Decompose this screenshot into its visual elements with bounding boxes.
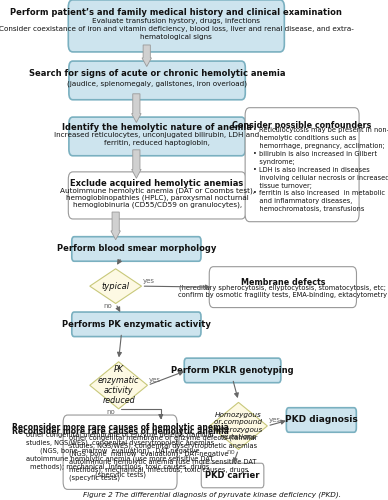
Text: hemorrhage, pregnancy, acclimation;: hemorrhage, pregnancy, acclimation; (253, 143, 384, 149)
Text: Reconsider more rare causes of hemolytic anemia: Reconsider more rare causes of hemolytic… (12, 427, 229, 436)
Text: (NGS, bone  marrow  evaluation),  DAT-negative: (NGS, bone marrow evaluation), DAT-negat… (40, 448, 200, 454)
Text: tissue turnover;: tissue turnover; (253, 182, 312, 188)
Text: involving cellular necrosis or increased: involving cellular necrosis or increased (253, 174, 388, 180)
Text: methods); mechanical, infectious, toxic causes, drugs: methods); mechanical, infectious, toxic … (69, 466, 248, 472)
Text: autoimmune hemolytic anemia (use more sensitive DAT: autoimmune hemolytic anemia (use more se… (69, 458, 256, 464)
Text: hemolytic conditions such as: hemolytic conditions such as (253, 135, 356, 141)
Text: Consider possible confounders: Consider possible confounders (232, 120, 372, 130)
Text: Search for signs of acute or chronic hemolytic anemia: Search for signs of acute or chronic hem… (29, 69, 285, 78)
FancyBboxPatch shape (68, 172, 246, 219)
Text: confirm by osmotic fragility tests, EMA-binding, ektacytometry: confirm by osmotic fragility tests, EMA-… (178, 292, 387, 298)
Text: Increased reticulocytes, unconjugated bilirubin, LDH and: Increased reticulocytes, unconjugated bi… (54, 132, 260, 138)
Text: • LDH is also increased in diseases: • LDH is also increased in diseases (253, 166, 369, 172)
Polygon shape (90, 269, 142, 304)
Text: Reconsider more rare causes of hemolytic anemia: Reconsider more rare causes of hemolytic… (12, 422, 229, 432)
Text: (hereditary spherocytosis, ellyptocytosis, stomatocytosis, etc;: (hereditary spherocytosis, ellyptocytosi… (179, 284, 386, 291)
Polygon shape (142, 45, 151, 66)
Text: • ferritin is also increased  in metabolic: • ferritin is also increased in metaboli… (253, 190, 385, 196)
Text: hemoglobinuria (CD55/CD59 on granulocytes),: hemoglobinuria (CD55/CD59 on granulocyte… (73, 202, 242, 208)
Text: hematological signs: hematological signs (140, 34, 212, 40)
Text: (specyfic tests): (specyfic tests) (95, 472, 146, 478)
Text: Perform blood smear morphology: Perform blood smear morphology (57, 244, 216, 254)
Text: autoimmune hemolytic anemia (use more sensitive DAT: autoimmune hemolytic anemia (use more se… (26, 456, 214, 462)
Text: Consider coexistance of iron and vitamin deficiency, blood loss, liver and renal: Consider coexistance of iron and vitamin… (0, 26, 354, 32)
Text: studies, NGS/WES), congenital dyserytropoietic anemias: studies, NGS/WES), congenital dyserytrop… (26, 440, 214, 446)
Text: ferritin, reduced haptoglobin,: ferritin, reduced haptoglobin, (104, 140, 210, 145)
FancyBboxPatch shape (68, 0, 284, 52)
FancyBboxPatch shape (286, 408, 356, 432)
Text: typical: typical (102, 282, 130, 290)
Text: Exclude acquired hemolytic anemias: Exclude acquired hemolytic anemias (71, 179, 244, 188)
FancyBboxPatch shape (72, 236, 201, 261)
Text: no: no (106, 409, 115, 415)
Text: studies, NGS/WES), congenital dyserytropoietic anemias: studies, NGS/WES), congenital dyserytrop… (69, 442, 257, 449)
Text: syndrome;: syndrome; (253, 158, 294, 164)
Text: Perform PKLR genotyping: Perform PKLR genotyping (171, 366, 294, 375)
FancyBboxPatch shape (245, 108, 359, 222)
FancyBboxPatch shape (209, 266, 357, 308)
Text: Evaluate transfusion hystory, drugs, infections: Evaluate transfusion hystory, drugs, inf… (92, 18, 260, 24)
Polygon shape (132, 94, 141, 122)
Polygon shape (132, 150, 141, 178)
Text: yes: yes (149, 377, 161, 383)
Text: PKD carrier: PKD carrier (205, 471, 260, 480)
Text: yes: yes (269, 418, 281, 424)
Text: yes: yes (143, 278, 155, 284)
FancyBboxPatch shape (69, 61, 245, 100)
Polygon shape (111, 212, 120, 240)
Text: other congenital membrane or enzyme defects (familiar: other congenital membrane or enzyme defe… (69, 434, 257, 441)
Text: no: no (104, 304, 113, 310)
Text: Perform patient’s and family medical history and clinical examination: Perform patient’s and family medical his… (10, 8, 342, 17)
FancyBboxPatch shape (201, 463, 264, 488)
Text: no: no (227, 450, 236, 456)
Text: methods); mechanical, infectious, toxic causes, drugs: methods); mechanical, infectious, toxic … (30, 464, 210, 470)
Text: Membrane defects: Membrane defects (241, 278, 325, 287)
FancyBboxPatch shape (72, 312, 201, 336)
FancyBboxPatch shape (63, 415, 177, 490)
Text: Homozygous
or compound
heterozygous
mutations: Homozygous or compound heterozygous muta… (214, 412, 263, 440)
Text: Autoimmune hemolytic anemia (DAT or Coombs test),: Autoimmune hemolytic anemia (DAT or Coom… (60, 188, 255, 194)
Text: PKD diagnosis: PKD diagnosis (285, 416, 358, 424)
Polygon shape (210, 402, 267, 450)
Text: Identify the hemolytic nature of anemia: Identify the hemolytic nature of anemia (62, 124, 252, 132)
FancyBboxPatch shape (69, 117, 245, 156)
Polygon shape (90, 362, 147, 409)
Text: Figure 2 The differential diagnosis of pyruvate kinase deficiency (PKD).: Figure 2 The differential diagnosis of p… (83, 491, 341, 498)
Text: • Reticulocytosis may be present in non-: • Reticulocytosis may be present in non- (253, 127, 388, 133)
Text: PK
enzymatic
activity
reduced: PK enzymatic activity reduced (98, 365, 139, 406)
Text: and inflammatory diseases,: and inflammatory diseases, (253, 198, 352, 204)
FancyBboxPatch shape (184, 358, 281, 382)
Text: • bilirubin is also increased in Gilbert: • bilirubin is also increased in Gilbert (253, 151, 376, 157)
Text: Performs PK enzymatic activity: Performs PK enzymatic activity (62, 320, 211, 329)
Text: (specyfic tests): (specyfic tests) (69, 474, 120, 480)
Text: (jaudice, splenomegaly, gallstones, iron overload): (jaudice, splenomegaly, gallstones, iron… (67, 81, 247, 87)
Text: hemoglobinopathies (HPLC), paroxysmal nocturnal: hemoglobinopathies (HPLC), paroxysmal no… (66, 194, 248, 201)
Text: other congenital membrane or enzyme defects (familiar: other congenital membrane or enzyme defe… (26, 432, 214, 438)
Text: hemochromatosis, transfusions: hemochromatosis, transfusions (253, 206, 364, 212)
Text: (NGS, bone  marrow  evaluation),  DAT-negative: (NGS, bone marrow evaluation), DAT-negat… (69, 450, 229, 456)
